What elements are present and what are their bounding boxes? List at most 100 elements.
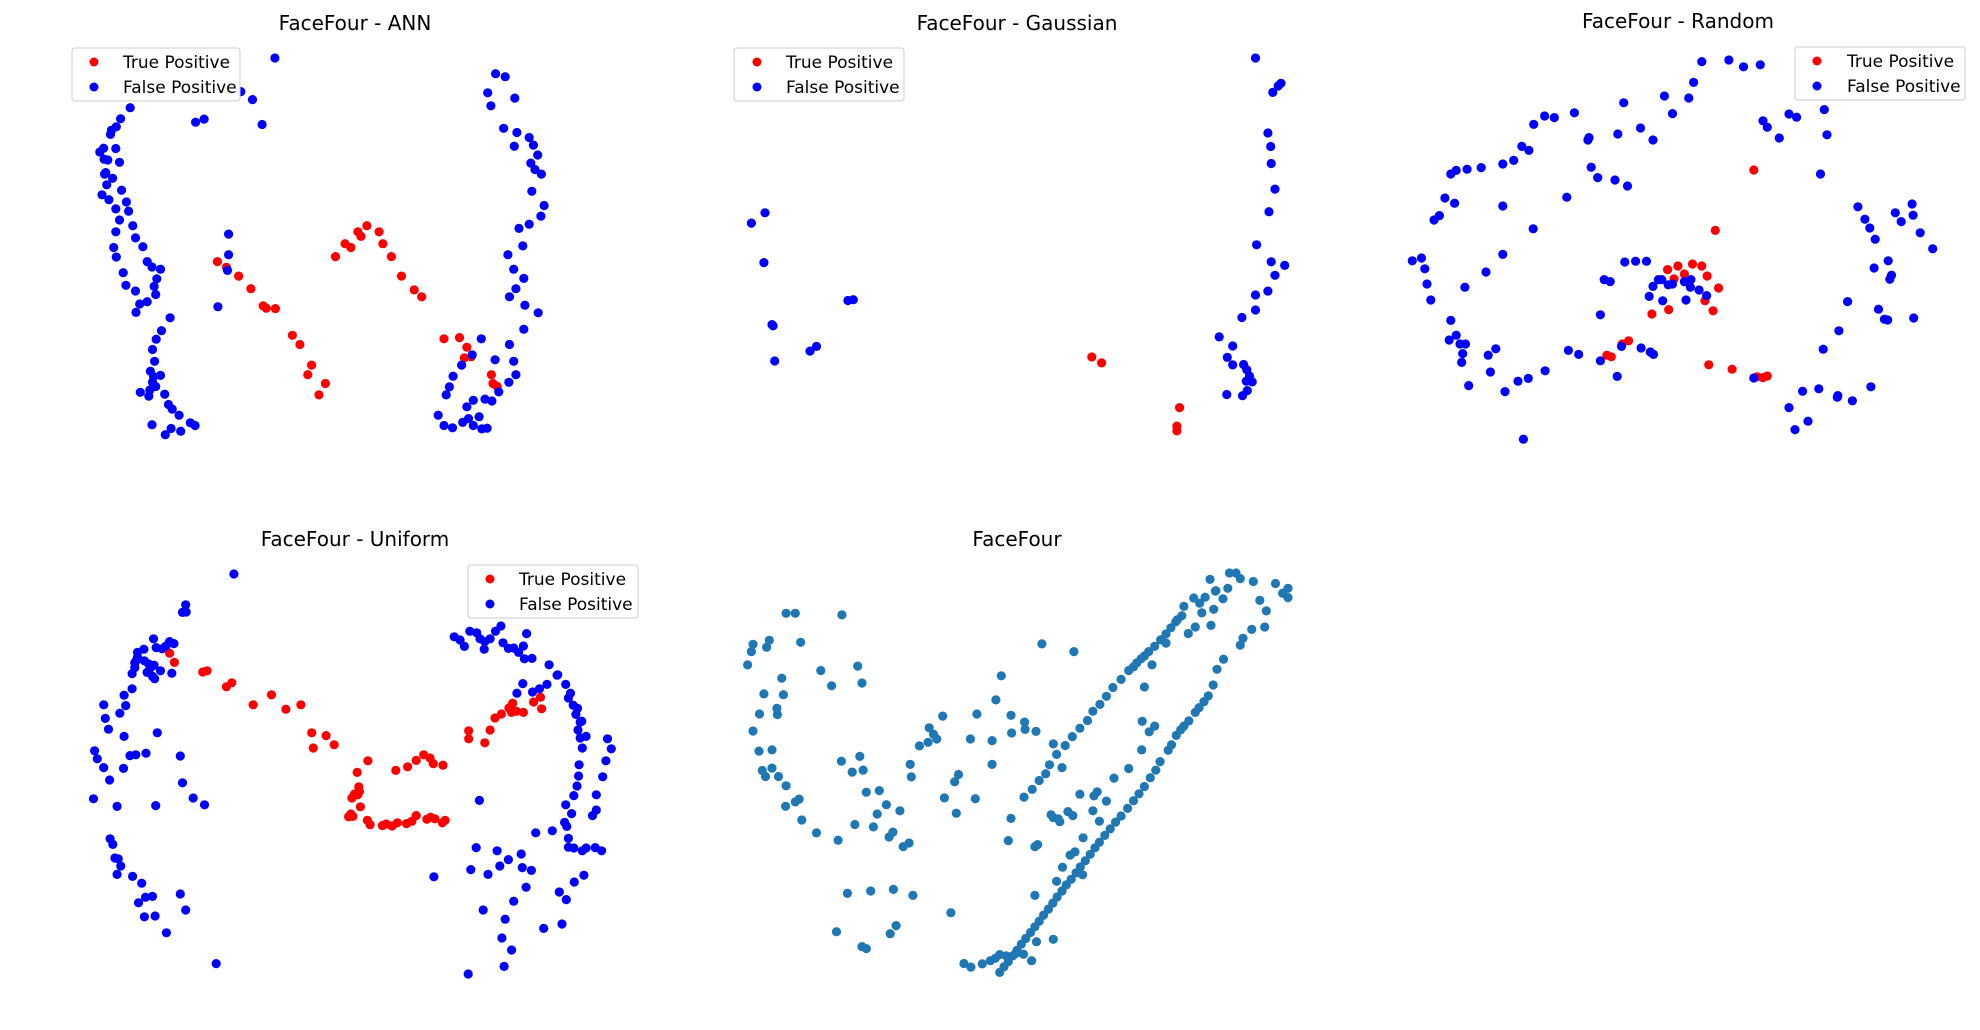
scatter-point — [281, 704, 291, 714]
scatter-point — [1266, 158, 1276, 169]
scatter-point — [1124, 763, 1134, 774]
legend-marker-true-positive — [1812, 56, 1822, 66]
series-true-positive — [165, 648, 547, 831]
scatter-point — [1815, 169, 1826, 179]
scatter-point — [135, 387, 145, 397]
scatter-point — [534, 684, 545, 694]
scatter-point — [1814, 384, 1824, 394]
legend-marker-false-positive — [89, 82, 99, 92]
scatter-point — [441, 390, 451, 400]
scatter-point — [1151, 765, 1161, 775]
scatter-point — [1635, 123, 1646, 133]
scatter-point — [347, 793, 357, 803]
scatter-point — [857, 678, 867, 688]
scatter-point — [503, 855, 513, 865]
legend: True Positive False Positive — [71, 47, 241, 102]
scatter-point — [462, 342, 472, 352]
scatter-point — [1870, 234, 1880, 244]
scatter-point — [222, 265, 233, 275]
scatter-point — [211, 959, 221, 969]
panel-title-gaussian: FaceFour - Gaussian — [917, 11, 1118, 35]
scatter-point — [1235, 640, 1245, 650]
scatter-point — [474, 795, 484, 806]
scatter-point — [908, 890, 918, 901]
scatter-point — [1697, 261, 1707, 271]
scatter-point — [141, 748, 151, 758]
scatter-point — [572, 703, 583, 714]
scatter-point — [151, 643, 161, 653]
scatter-point — [363, 756, 373, 766]
scatter-point — [151, 334, 161, 344]
scatter-point — [1883, 256, 1893, 266]
scatter-point — [109, 242, 119, 253]
legend-box — [467, 564, 639, 619]
scatter-point — [1667, 109, 1678, 119]
scatter-point — [1663, 280, 1673, 290]
scatter-point — [904, 838, 914, 848]
legend-label-false-positive: False Positive — [1847, 77, 1961, 97]
scatter-point — [518, 707, 529, 718]
scatter-point — [202, 666, 212, 676]
legend-box — [1794, 46, 1966, 101]
scatter-point — [495, 861, 505, 871]
scatter-point — [1111, 817, 1121, 827]
scatter-point — [102, 180, 112, 190]
scatter-point — [1602, 350, 1612, 360]
scatter-point — [224, 229, 234, 239]
scatter-point — [504, 377, 514, 387]
scatter-point — [1209, 604, 1219, 614]
scatter-point — [150, 674, 160, 684]
scatter-point — [1416, 253, 1427, 263]
scatter-point — [145, 663, 155, 673]
scatter-point — [1697, 57, 1707, 67]
scatter-point — [165, 313, 175, 323]
scatter-point — [1144, 727, 1154, 737]
scatter-point — [1613, 129, 1623, 139]
scatter-point — [1885, 274, 1895, 284]
scatter-point — [247, 95, 258, 105]
scatter-point — [1116, 674, 1126, 685]
scatter-point — [1228, 360, 1238, 370]
scatter-point — [1183, 628, 1193, 639]
scatter-point — [1595, 356, 1605, 366]
scatter-point — [577, 743, 587, 753]
scatter-point — [512, 688, 522, 698]
scatter-point — [1702, 291, 1712, 301]
scatter-point — [768, 321, 778, 331]
scatter-point — [552, 670, 562, 680]
scatter-point — [1069, 647, 1079, 657]
scatter-point — [923, 737, 933, 747]
scatter-point — [1218, 654, 1229, 664]
scatter-point — [746, 218, 757, 228]
scatter-point — [1108, 682, 1118, 693]
scatter-point — [1128, 796, 1139, 806]
scatter-point — [261, 303, 271, 313]
scatter-point — [510, 93, 520, 103]
scatter-point — [116, 861, 126, 871]
scatter-point — [155, 370, 166, 380]
scatter-point — [1485, 367, 1495, 377]
scatter-point — [112, 801, 122, 812]
scatter-point — [905, 759, 915, 770]
scatter-point — [459, 641, 469, 652]
scatter-point — [90, 746, 100, 756]
scatter-point — [531, 828, 541, 838]
scatter-point — [1647, 309, 1657, 319]
scatter-point — [1161, 629, 1171, 639]
scatter-point — [519, 324, 529, 334]
scatter-point — [754, 709, 765, 719]
scatter-point — [246, 284, 256, 294]
scatter-point — [959, 958, 969, 969]
scatter-point — [1123, 803, 1133, 814]
scatter-point — [152, 274, 162, 284]
scatter-point — [1481, 267, 1491, 277]
scatter-point — [147, 420, 157, 430]
scatter-point — [518, 679, 528, 689]
scatter-point — [533, 150, 543, 160]
scatter-point — [1803, 416, 1813, 426]
scatter-point — [486, 101, 496, 111]
scatter-point — [591, 790, 601, 800]
scatter-point — [108, 173, 118, 183]
scatter-point — [754, 746, 764, 756]
scatter-point — [1179, 601, 1189, 612]
